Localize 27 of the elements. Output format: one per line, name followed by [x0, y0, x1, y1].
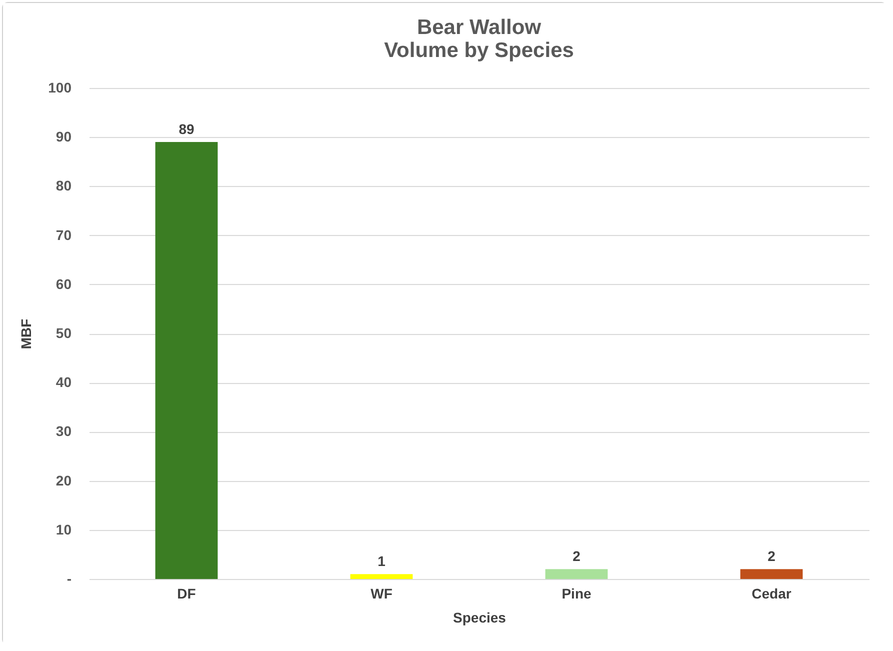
y-tick-label: 70: [56, 226, 72, 243]
bar: [350, 574, 413, 579]
x-axis-title: Species: [453, 610, 506, 626]
bar: [155, 142, 218, 579]
y-axis-title: MBF: [18, 318, 34, 350]
y-tick-label: -: [66, 570, 72, 586]
data-label: 89: [178, 121, 194, 138]
y-tick-label: 100: [48, 80, 72, 96]
data-label: 1: [378, 553, 386, 570]
chart-title: Bear Wallow: [416, 16, 542, 39]
x-tick-label: WF: [370, 586, 393, 602]
y-tick-label: 20: [56, 472, 72, 488]
chart-subtitle: Volume by Species: [384, 39, 574, 62]
y-tick-label: 30: [56, 423, 72, 440]
data-label: 2: [768, 548, 776, 564]
data-label: 2: [572, 548, 581, 564]
y-tick-label: 10: [56, 521, 72, 538]
y-tick-label: 40: [56, 374, 72, 390]
bar: [545, 569, 608, 579]
x-tick-label: DF: [177, 586, 196, 602]
y-tick-label: 80: [56, 178, 72, 194]
bar: [740, 569, 803, 579]
x-tick-label: Pine: [562, 586, 592, 602]
y-tick-label: 60: [56, 276, 72, 292]
y-tick-label: 50: [56, 325, 72, 341]
x-tick-label: Cedar: [752, 586, 792, 602]
y-tick-label: 90: [56, 128, 72, 145]
